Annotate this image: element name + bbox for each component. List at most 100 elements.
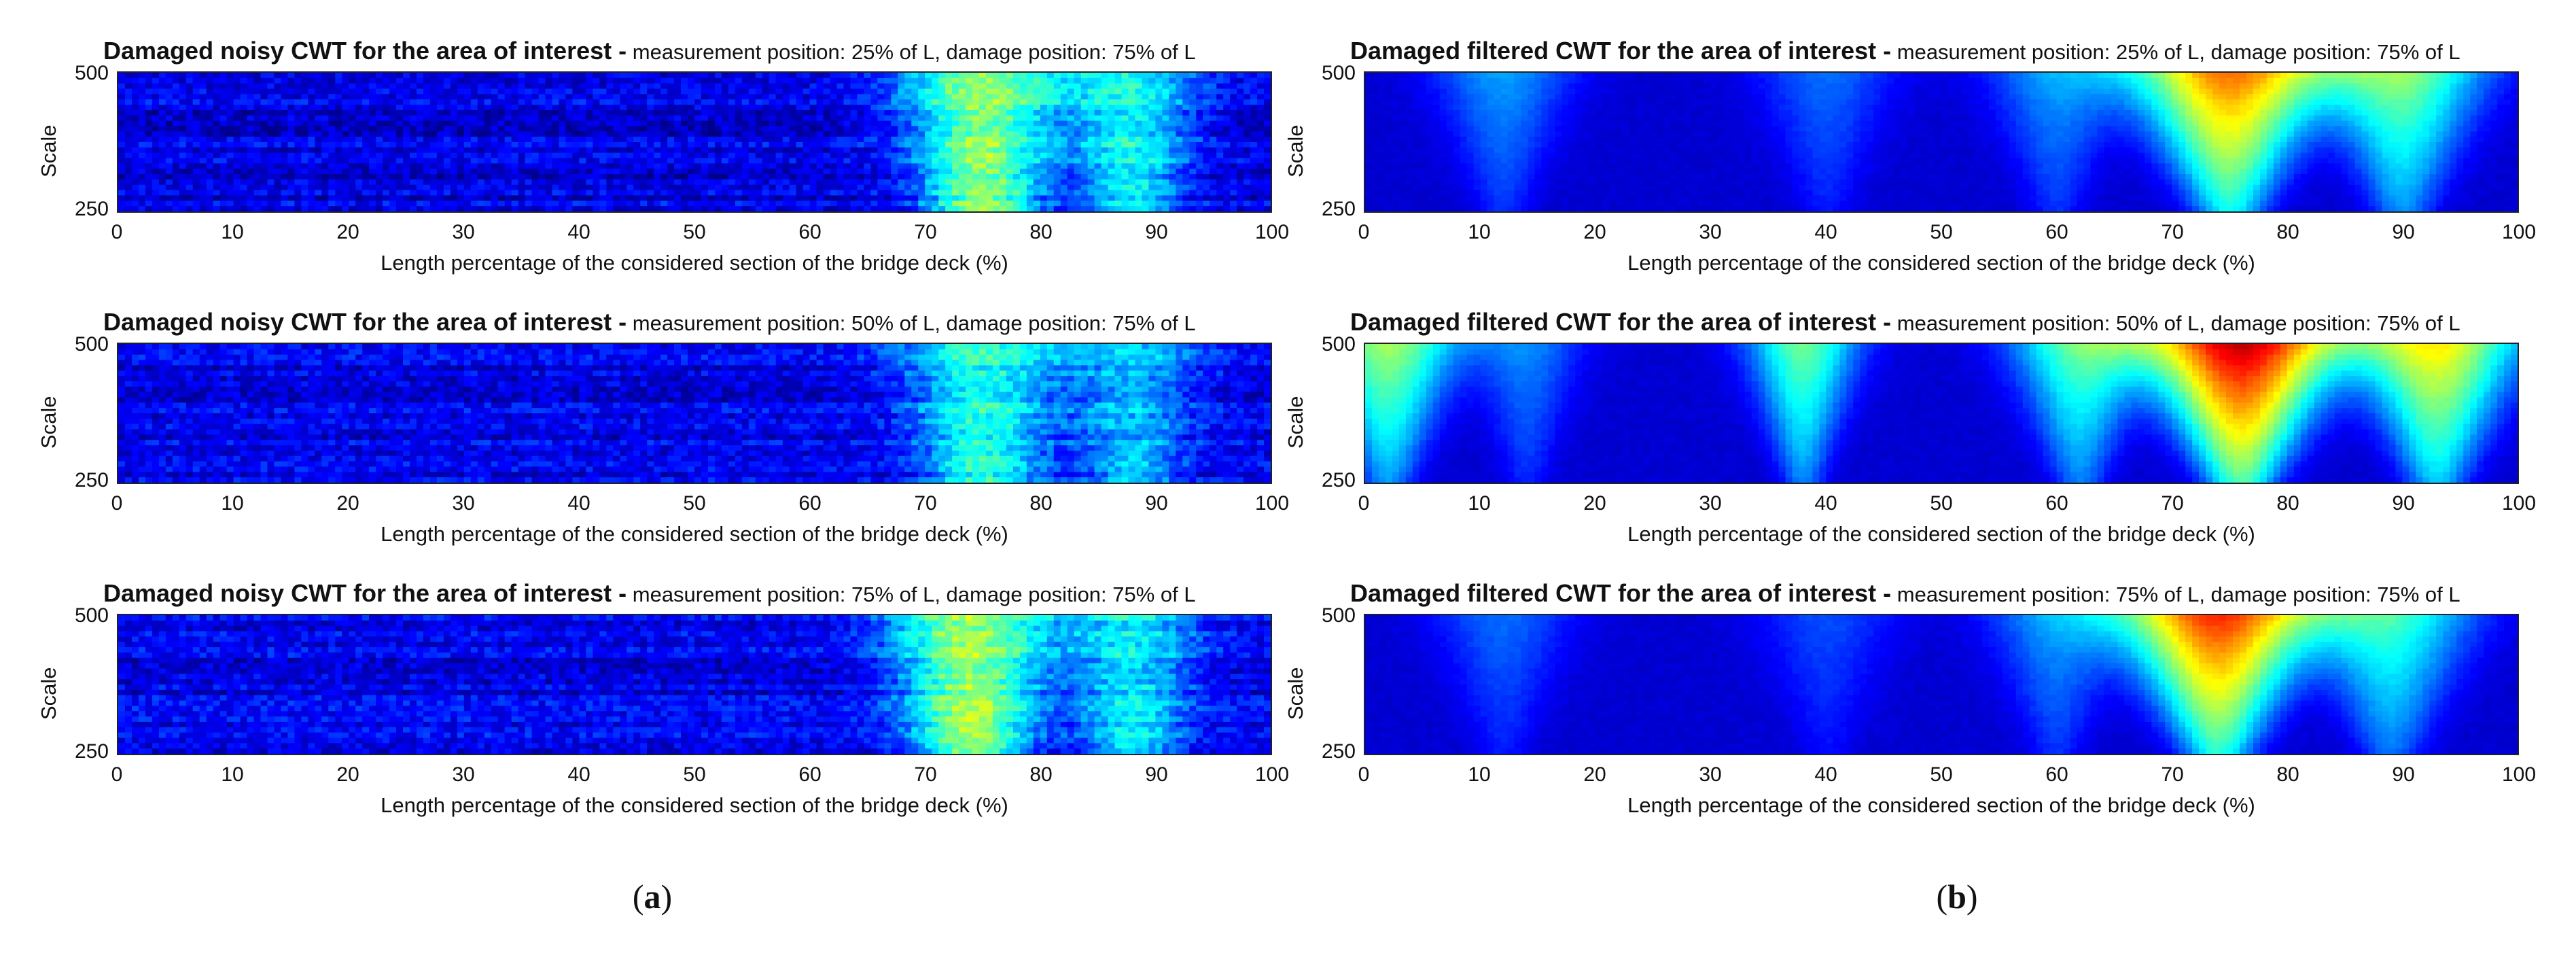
chart-a1-cell (477, 99, 485, 105)
chart-a1-cell (240, 109, 248, 116)
chart-a1-cell (1074, 94, 1082, 100)
chart-a2-cell (782, 344, 790, 350)
chart-a2-cell (1006, 344, 1014, 350)
chart-a1-cell (1067, 131, 1075, 137)
chart-a1-cell (1264, 88, 1271, 94)
chart-a1-cell (118, 201, 126, 207)
chart-a1-cell (470, 190, 478, 196)
chart-a1-cell (349, 126, 356, 132)
chart-a1-cell (1243, 184, 1251, 191)
chart-a2-cell (775, 354, 783, 361)
chart-a1-cell (586, 88, 593, 94)
chart-a1-cell (809, 142, 817, 148)
chart-a2-cell (789, 349, 797, 356)
chart-a1-cell (118, 131, 126, 137)
chart-a1-cell (613, 131, 620, 137)
chart-a1-cell (979, 99, 987, 105)
chart-a1-cell (423, 99, 431, 105)
chart-a1-cell (1148, 120, 1156, 127)
chart-a1-cell (186, 206, 194, 211)
chart-a1-cell (667, 169, 675, 175)
chart-a1-cell (1189, 73, 1197, 79)
chart-a1-cell (809, 120, 817, 127)
chart-a1-cell (714, 137, 722, 143)
chart-a2-cell (409, 344, 417, 350)
chart-a1-cell (565, 206, 574, 211)
chart-a1-cell (620, 115, 627, 122)
chart-a1-cell (145, 174, 153, 180)
chart-a1-cell (985, 137, 993, 143)
chart-a1-cell (450, 83, 458, 90)
chart-a1-cell (999, 115, 1007, 122)
chart-a1-cell (511, 179, 519, 186)
chart-a1-cell (416, 137, 424, 143)
chart-a1-cell (830, 184, 838, 191)
chart-a1-cell (633, 115, 641, 122)
chart-a1-cell (762, 142, 770, 148)
chart-a1-cell (287, 190, 295, 196)
chart-a1-cell (836, 126, 845, 132)
chart-a1-cell (179, 73, 187, 79)
chart-a1-cell (308, 109, 315, 116)
chart-a1-cell (823, 174, 831, 180)
chart-a1-cell (552, 142, 560, 148)
chart-a1-cell (674, 115, 682, 122)
chart-a2-cell (429, 344, 438, 350)
chart-a1-cell (281, 147, 289, 154)
chart-a1-cell (131, 179, 139, 186)
chart-a2-cell (972, 344, 980, 350)
chart-a1-cell (999, 174, 1007, 180)
chart-a1-cell (1237, 195, 1244, 201)
chart-a1-cell (267, 131, 275, 137)
chart-a1-cell (260, 206, 268, 211)
chart-a2-cell (274, 354, 282, 361)
chart-a2-cell (932, 349, 939, 356)
chart-a1-cell (748, 174, 756, 180)
chart-a1-cell (694, 147, 702, 154)
chart-a1-cell (131, 152, 139, 159)
chart-a1-cell (443, 142, 451, 148)
chart-a1-cell (1162, 179, 1169, 186)
chart-a1-cell (192, 131, 200, 137)
chart-a1-cell (538, 109, 546, 116)
chart-a1-cell (1142, 120, 1150, 127)
chart-a1-cell (1080, 120, 1089, 127)
chart-a2-cell (145, 354, 153, 361)
chart-a1-cell (233, 126, 241, 132)
chart-a1-cell (979, 201, 987, 207)
chart-a1-cell (186, 83, 194, 90)
chart-a1-cell (741, 206, 749, 211)
chart-a1-cell (891, 174, 898, 180)
chart-a1-cell (911, 131, 919, 137)
chart-a1-cell (1230, 73, 1237, 79)
chart-a1-cell (138, 163, 146, 169)
chart-a1-cell (518, 158, 526, 164)
chart-a1-cell (925, 163, 932, 169)
chart-a1-cell (775, 184, 783, 191)
chart-a1-cell (240, 99, 248, 105)
chart-a1-cell (538, 105, 546, 111)
chart-a1-cell (579, 174, 586, 180)
chart-a1-cell (769, 206, 777, 211)
chart-a1-cell (463, 115, 472, 122)
chart-a2-cell (457, 354, 465, 361)
chart-a1-cell (816, 163, 824, 169)
chart-a1-cell (870, 77, 878, 84)
chart-a1-cell (593, 206, 600, 211)
chart-a2-cell (572, 354, 580, 361)
chart-a1-cell (891, 190, 898, 196)
chart-a1-cell (436, 142, 444, 148)
chart-a1-cell (1006, 109, 1014, 116)
chart-a1-cell (966, 88, 973, 94)
chart-a1-cell (735, 115, 743, 122)
chart-a1-cell (721, 131, 729, 137)
chart-a1-cell (1101, 73, 1109, 79)
chart-a1-cell (219, 105, 228, 111)
chart-a1-cell (531, 201, 540, 207)
chart-a1-cell (1189, 195, 1197, 201)
chart-a1-cell (782, 94, 790, 100)
chart-a2-cell (504, 354, 512, 361)
chart-a1-cell (1189, 152, 1197, 159)
chart-a2-cell (782, 354, 790, 361)
chart-a1-cell (640, 152, 648, 159)
